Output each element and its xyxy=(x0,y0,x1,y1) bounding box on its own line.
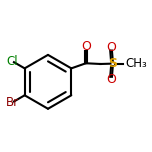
Text: O: O xyxy=(107,41,117,54)
Text: O: O xyxy=(107,73,117,86)
Text: O: O xyxy=(81,40,91,53)
Text: Cl: Cl xyxy=(6,55,18,67)
Text: Br: Br xyxy=(6,96,19,109)
Text: S: S xyxy=(108,57,117,70)
Text: CH₃: CH₃ xyxy=(125,57,147,70)
